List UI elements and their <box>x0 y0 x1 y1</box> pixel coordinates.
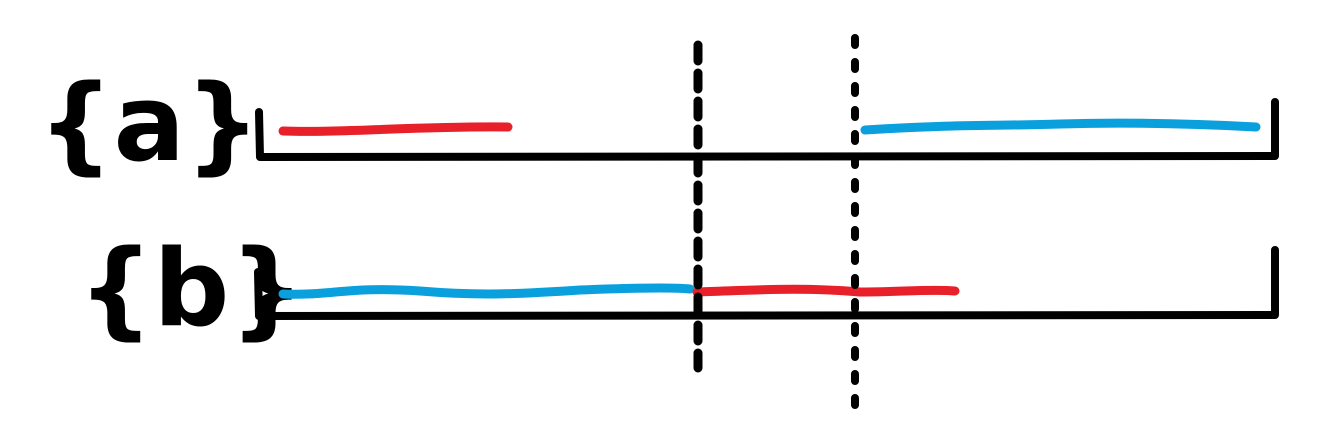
segment-b-red <box>692 284 960 297</box>
track-a <box>255 98 1279 161</box>
row-label-a: {a} <box>38 62 260 185</box>
row-label-b: {b} <box>78 227 305 350</box>
segment-b-blue <box>278 283 695 299</box>
track-b <box>254 246 1279 320</box>
segment-a-red <box>278 122 513 136</box>
segment-a-blue <box>860 118 1261 135</box>
